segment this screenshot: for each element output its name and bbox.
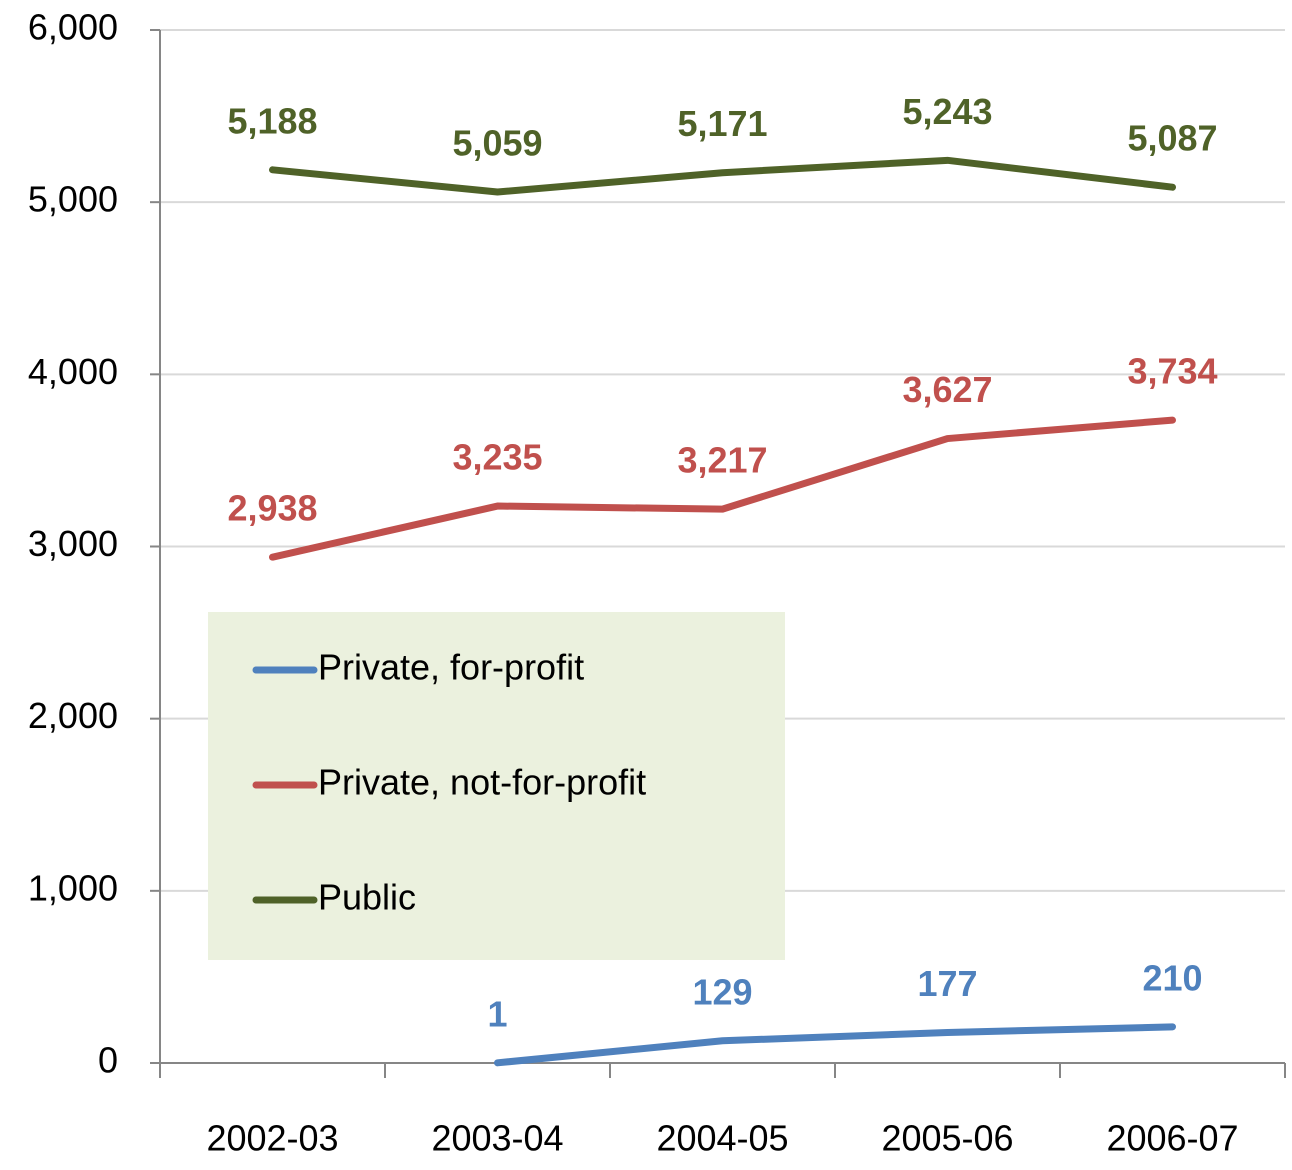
- legend-label: Public: [318, 877, 416, 918]
- data-label: 3,627: [902, 369, 992, 410]
- data-label: 3,217: [677, 440, 767, 481]
- data-label: 210: [1142, 957, 1202, 998]
- x-tick-label: 2005-06: [881, 1118, 1013, 1159]
- data-label: 3,235: [452, 437, 542, 478]
- y-tick-label: 5,000: [28, 179, 118, 220]
- series-line: [494, 1023, 1176, 1067]
- y-tick-label: 3,000: [28, 523, 118, 564]
- data-label: 5,087: [1127, 118, 1217, 159]
- y-tick-label: 2,000: [28, 695, 118, 736]
- data-label: 177: [917, 963, 977, 1004]
- x-tick-label: 2003-04: [431, 1118, 563, 1159]
- y-tick-label: 6,000: [28, 7, 118, 48]
- data-label: 5,243: [902, 91, 992, 132]
- data-label: 1: [487, 993, 507, 1034]
- data-label: 129: [692, 971, 752, 1012]
- y-tick-label: 4,000: [28, 351, 118, 392]
- data-label: 5,171: [677, 103, 767, 144]
- y-tick-label: 0: [98, 1040, 118, 1081]
- legend-label: Private, not-for-profit: [318, 762, 646, 803]
- data-label: 3,734: [1127, 351, 1217, 392]
- x-tick-label: 2006-07: [1106, 1118, 1238, 1159]
- data-label: 5,188: [227, 100, 317, 141]
- y-tick-label: 1,000: [28, 867, 118, 908]
- x-tick-label: 2004-05: [656, 1118, 788, 1159]
- data-label: 5,059: [452, 123, 542, 164]
- data-label: 2,938: [227, 488, 317, 529]
- x-tick-label: 2002-03: [206, 1118, 338, 1159]
- series-line: [269, 416, 1176, 561]
- series-line: [269, 156, 1176, 196]
- legend-label: Private, for-profit: [318, 647, 584, 688]
